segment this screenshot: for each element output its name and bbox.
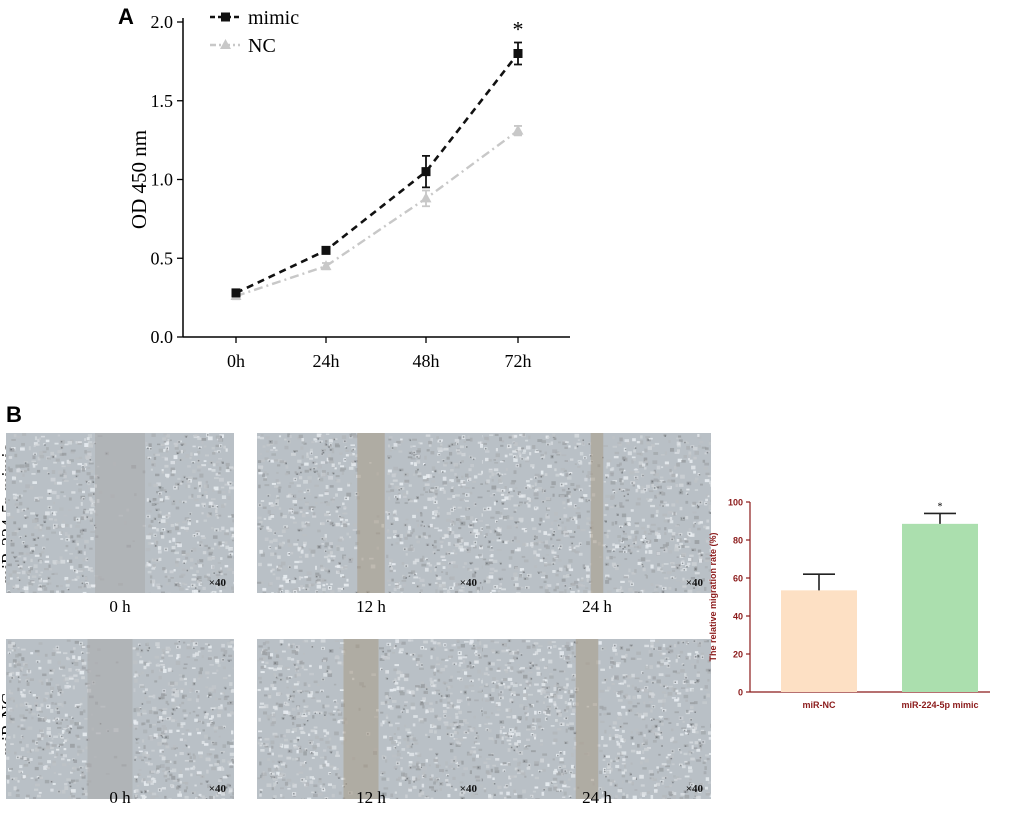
panel-a-label: A: [118, 4, 134, 29]
legend-marker: [220, 39, 231, 49]
significance-star: *: [513, 16, 524, 41]
error-bar: [803, 573, 835, 591]
line-chart-axes: [182, 18, 570, 338]
y-tick-label: 1.0: [151, 170, 174, 190]
y-tick-label: 0.0: [151, 327, 174, 347]
time-label: 0 h: [109, 788, 131, 807]
magnification-label: ×40: [459, 577, 477, 589]
bar: [902, 523, 978, 692]
scratch-image: ×40: [6, 639, 234, 799]
y-ticks: 0 20 40 60 80 100: [728, 498, 750, 698]
legend-label: mimic: [248, 7, 299, 29]
bar: [781, 590, 857, 692]
x-tick-label: miR-224-5p mimic: [901, 700, 978, 710]
cell-texture: [257, 639, 485, 799]
magnification-label: ×40: [208, 577, 226, 589]
y-tick-label: 40: [733, 612, 743, 622]
cell-texture: [483, 433, 711, 593]
x-tick-label: 72h: [505, 351, 532, 371]
series-line-mimic: [235, 52, 520, 295]
time-label: 0 h: [109, 597, 131, 616]
magnification-label: ×40: [685, 577, 703, 589]
data-point-nc: [512, 124, 524, 135]
y-tick-label: 0.5: [151, 248, 174, 268]
magnification-label: ×40: [208, 783, 226, 795]
data-point-nc: [320, 260, 332, 271]
scratch-image: ×40: [257, 433, 485, 593]
scratch-image: ×40: [483, 639, 711, 799]
x-ticks: miR-NC miR-224-5p mimic: [803, 700, 979, 710]
x-ticks: 0h 24h 48h 72h: [227, 337, 532, 371]
x-tick-label: 24h: [313, 351, 340, 371]
cell-texture: [257, 433, 485, 593]
data-point-mimic: [321, 245, 331, 255]
significance-star: *: [938, 501, 943, 512]
time-label: 24 h: [582, 788, 612, 807]
cell-texture: [6, 433, 234, 593]
y-tick-label: 80: [733, 536, 743, 546]
y-tick-label: 60: [733, 574, 743, 584]
cell-texture: [483, 639, 711, 799]
data-point-nc: [420, 192, 432, 203]
series-group: [230, 41, 524, 301]
legend: mimic NC: [210, 7, 299, 57]
y-tick-label: 20: [733, 650, 743, 660]
series-line-nc: [235, 129, 519, 298]
y-axis-label: The relative migration rate (%): [708, 532, 718, 661]
data-point-mimic: [421, 167, 431, 177]
time-label: 12 h: [356, 788, 386, 807]
scratch-image: ×40: [257, 639, 485, 799]
y-tick-label: 1.5: [151, 91, 174, 111]
scratch-image: ×40: [483, 433, 711, 593]
magnification-label: ×40: [685, 783, 703, 795]
data-point-mimic: [231, 288, 241, 298]
y-tick-label: 2.0: [151, 12, 174, 32]
time-label: 12 h: [356, 597, 386, 616]
x-tick-label: 48h: [413, 351, 440, 371]
y-tick-label: 0: [738, 688, 743, 698]
cell-texture: [6, 639, 234, 799]
magnification-label: ×40: [459, 783, 477, 795]
error-bar: [924, 512, 956, 524]
legend-marker: [221, 12, 230, 22]
legend-label: NC: [248, 35, 276, 57]
data-point-mimic: [513, 49, 523, 58]
growth-line-chart: OD 450 nm 0.0 0.5 1.0 1.5 2.0 0h 24h 48h 72h mi…: [127, 7, 570, 371]
bars: [781, 512, 978, 692]
y-ticks: 0.0 0.5 1.0 1.5 2.0: [151, 12, 183, 347]
scratch-image: ×40: [6, 433, 234, 593]
x-tick-label: miR-NC: [803, 700, 836, 710]
y-axis-label: OD 450 nm: [127, 130, 151, 229]
migration-bar-chart: The relative migration rate (%) 0 20 40 60 8…: [708, 498, 990, 710]
panel-b-label: B: [6, 402, 22, 427]
time-label: 24 h: [582, 597, 612, 616]
x-tick-label: 0h: [227, 351, 245, 371]
y-tick-label: 100: [728, 498, 743, 508]
